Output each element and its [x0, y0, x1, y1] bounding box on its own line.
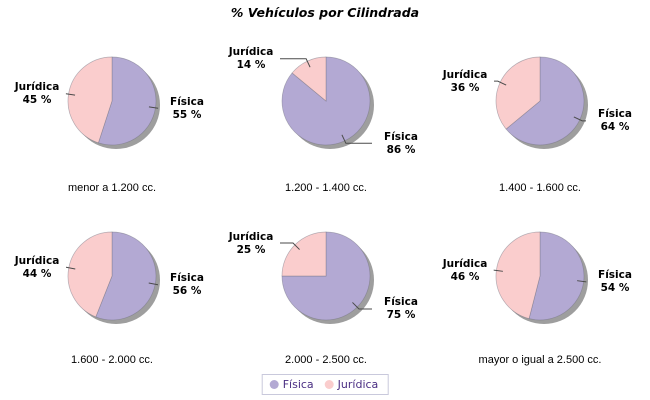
- pie-graphic: [66, 231, 160, 324]
- slice-value: 56 %: [172, 284, 202, 297]
- pie-label-juridica: Jurídica 25 %: [224, 231, 278, 256]
- pie-caption: 1.600 - 2.000 cc.: [71, 354, 153, 366]
- slice-value: 25 %: [236, 243, 266, 256]
- pie-chart-cell: Física 64 % Jurídica 36 % 1.400 - 1.600 …: [434, 26, 646, 198]
- pie-caption: mayor o igual a 2.500 cc.: [478, 354, 602, 366]
- slice-value: 46 %: [450, 270, 480, 283]
- slice-name: Física: [384, 131, 418, 143]
- slice-value: 44 %: [22, 267, 52, 280]
- slice-name: Jurídica: [442, 69, 488, 81]
- pie-caption: 2.000 - 2.500 cc.: [285, 354, 367, 366]
- pie-caption: 1.200 - 1.400 cc.: [285, 182, 367, 194]
- pie-caption: 1.400 - 1.600 cc.: [499, 182, 581, 194]
- fisica-swatch-icon: [269, 380, 279, 389]
- legend-label-fisica: Física: [282, 378, 314, 391]
- slice-name: Jurídica: [442, 258, 488, 270]
- pie-graphic: [65, 56, 160, 149]
- slice-name: Física: [170, 272, 204, 284]
- juridica-swatch-icon: [324, 380, 334, 389]
- pie-graphic: [280, 56, 374, 149]
- pie-label-juridica: Jurídica 44 %: [10, 255, 64, 280]
- slice-value: 54 %: [600, 281, 630, 294]
- pie-chart-cell: Física 55 % Jurídica 45 % menor a 1.200 …: [6, 26, 218, 198]
- pie-graphic: [280, 231, 374, 324]
- slice-value: 14 %: [236, 58, 266, 71]
- pie-label-fisica: Física 86 %: [374, 131, 428, 156]
- pie-chart-cell: Física 56 % Jurídica 44 % 1.600 - 2.000 …: [6, 201, 218, 373]
- slice-name: Jurídica: [228, 46, 274, 58]
- pie-label-juridica: Jurídica 36 %: [438, 69, 492, 94]
- slice-value: 45 %: [22, 93, 52, 106]
- pie-graphic: [494, 56, 588, 149]
- chart-legend: Física Jurídica: [261, 374, 389, 395]
- pie-label-fisica: Física 75 %: [374, 296, 428, 321]
- pie-label-fisica: Física 64 %: [588, 108, 642, 133]
- pie-label-juridica: Jurídica 45 %: [10, 81, 64, 106]
- pie-graphic: [493, 231, 588, 324]
- slice-name: Física: [170, 96, 204, 108]
- pie-label-fisica: Física 54 %: [588, 269, 642, 294]
- pie-label-fisica: Física 55 %: [160, 96, 214, 121]
- pie-caption: menor a 1.200 cc.: [67, 182, 157, 194]
- slice-name: Jurídica: [14, 81, 60, 93]
- chart-title: % Vehículos por Cilindrada: [230, 5, 420, 20]
- legend-item-fisica: Física: [269, 378, 314, 391]
- slice-value: 86 %: [386, 143, 416, 156]
- legend-label-juridica: Jurídica: [337, 378, 379, 391]
- slice-value: 55 %: [172, 108, 202, 121]
- slice-value: 36 %: [450, 81, 480, 94]
- slice-name: Jurídica: [228, 231, 274, 243]
- slice-name: Física: [598, 269, 632, 281]
- slice-name: Física: [384, 296, 418, 308]
- slice-name: Jurídica: [14, 255, 60, 267]
- pie-label-juridica: Jurídica 14 %: [224, 46, 278, 71]
- slice-value: 75 %: [386, 308, 416, 321]
- pie-label-fisica: Física 56 %: [160, 272, 214, 297]
- pie-chart-cell: Física 54 % Jurídica 46 % mayor o igual …: [434, 201, 646, 373]
- slice-value: 64 %: [600, 120, 630, 133]
- pie-label-juridica: Jurídica 46 %: [438, 258, 492, 283]
- pie-chart-cell: Física 75 % Jurídica 25 % 2.000 - 2.500 …: [220, 201, 432, 373]
- legend-item-juridica: Jurídica: [324, 378, 379, 391]
- slice-name: Física: [598, 108, 632, 120]
- pie-chart-cell: Física 86 % Jurídica 14 % 1.200 - 1.400 …: [220, 26, 432, 198]
